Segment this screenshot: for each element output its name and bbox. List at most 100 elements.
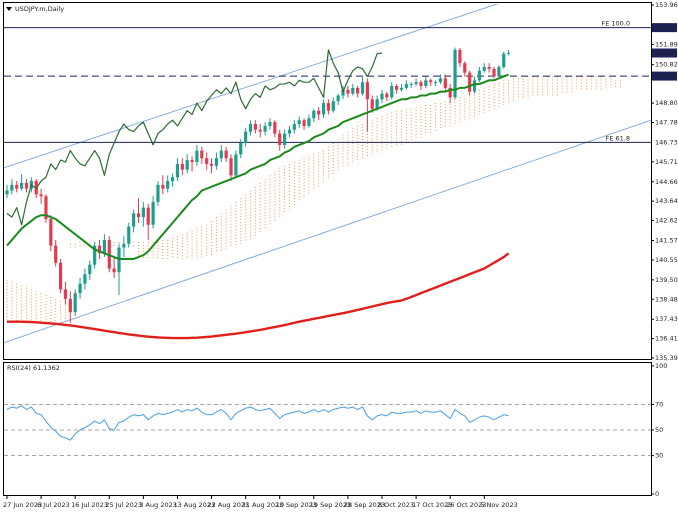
candle-body — [127, 226, 131, 244]
rsi-title: RSI(24) 61.1362 — [7, 364, 60, 372]
indicator-line — [6, 49, 383, 226]
candle-body — [438, 78, 443, 83]
candle-body — [507, 52, 511, 54]
candle-body — [58, 262, 63, 290]
y-tick-label: 30 — [655, 452, 663, 460]
rsi-panel-frame — [3, 362, 652, 496]
candle-body — [336, 95, 340, 102]
candle-body — [234, 154, 238, 176]
y-tick-label: 139.500 — [655, 276, 678, 284]
candle-body — [146, 207, 150, 225]
candle-body — [175, 163, 180, 178]
x-tick-label: 5 Nov 2023 — [480, 501, 518, 509]
candle-body — [331, 101, 335, 111]
chart-title: USDJPY.m,Daily — [15, 5, 64, 13]
candle-body — [497, 66, 501, 77]
last-price-label: 151.435 — [655, 49, 678, 57]
indicator-line — [6, 73, 509, 260]
candle-body — [273, 122, 277, 134]
candle-body — [287, 129, 292, 134]
y-tick-label: 0 — [655, 490, 659, 498]
candle-body — [477, 70, 481, 81]
channel-line — [4, 119, 651, 344]
candle-body — [229, 158, 233, 176]
candle-body — [302, 120, 306, 126]
candle-body — [190, 160, 194, 163]
candle-body — [433, 82, 438, 83]
candle-body — [195, 150, 199, 163]
candle-body — [365, 82, 369, 100]
candle-body — [209, 163, 214, 166]
candle-body — [492, 68, 496, 77]
candle-body — [97, 245, 102, 254]
candle-body — [472, 80, 477, 92]
candle-body — [424, 80, 428, 86]
x-tick-label: 16 Jul 2023 — [71, 501, 108, 509]
candle-body — [102, 239, 106, 254]
candle-body — [282, 133, 287, 145]
candle-body — [278, 133, 282, 145]
candle-body — [385, 93, 389, 98]
x-tick-label: 3 Aug 2023 — [139, 501, 177, 509]
candle-body — [5, 190, 9, 195]
candle-body — [200, 150, 204, 159]
menu-icon — [6, 7, 12, 11]
y-tick-label: 141.570 — [655, 237, 678, 245]
candle-body — [73, 293, 77, 313]
candle-body — [458, 49, 462, 64]
candle-body — [132, 213, 136, 227]
candle-body — [170, 177, 175, 182]
candle-body — [356, 87, 360, 94]
candle-body — [346, 89, 350, 94]
price-plot — [4, 4, 651, 344]
candle-body — [112, 268, 116, 273]
candle-body — [380, 93, 384, 100]
candle-body — [253, 123, 257, 130]
candle-body — [156, 184, 160, 202]
candle-body — [468, 72, 472, 92]
y-tick-label: 153.960 — [655, 1, 678, 9]
candle-body — [151, 201, 155, 225]
candle-body — [24, 182, 29, 189]
y-tick-label: 148.800 — [655, 99, 678, 107]
x-tick-label: 17 Oct 2023 — [412, 501, 452, 509]
y-tick-label: 150.820 — [655, 61, 678, 69]
candle-body — [263, 125, 267, 132]
candle-body — [20, 182, 24, 189]
candle-body — [404, 84, 408, 88]
y-tick-label: 140.550 — [655, 256, 678, 264]
candle-body — [49, 219, 53, 246]
candle-body — [15, 184, 19, 189]
candle-body — [360, 82, 365, 94]
candle-body — [141, 207, 145, 218]
candle-body — [239, 143, 243, 155]
candle-body — [88, 264, 92, 275]
candle-body — [443, 78, 447, 88]
candle-body — [419, 82, 423, 86]
candle-body — [44, 196, 48, 220]
candle-body — [312, 110, 316, 119]
labels: 153.960 151.890 150.820 148.800 147.780 145.7… — [3, 1, 678, 509]
y-tick-label: 145.710 — [655, 158, 678, 166]
candle-body — [244, 131, 248, 144]
rsi-line — [6, 405, 509, 441]
level-text: FE 100.0 — [601, 20, 630, 28]
y-tick-label: 143.640 — [655, 197, 678, 205]
candle-body — [326, 103, 331, 111]
candle-body — [224, 150, 228, 159]
candle-body — [248, 123, 253, 132]
candle-body — [321, 103, 326, 115]
x-tick-label: 25 Jul 2023 — [105, 501, 142, 509]
y-tick-label: 147.780 — [655, 118, 678, 126]
candle-body — [258, 129, 262, 132]
level-text: FE 61.8 — [606, 134, 630, 142]
candle-body — [399, 87, 404, 90]
candle-body — [487, 66, 491, 69]
candle-body — [395, 85, 399, 90]
y-tick-label: 137.430 — [655, 315, 678, 323]
x-tick-label: 28 Sep 2023 — [344, 501, 385, 509]
x-tick-label: 26 Oct 2023 — [446, 501, 486, 509]
x-tick-label: 13 Aug 2023 — [173, 501, 215, 509]
candle-body — [502, 53, 506, 67]
